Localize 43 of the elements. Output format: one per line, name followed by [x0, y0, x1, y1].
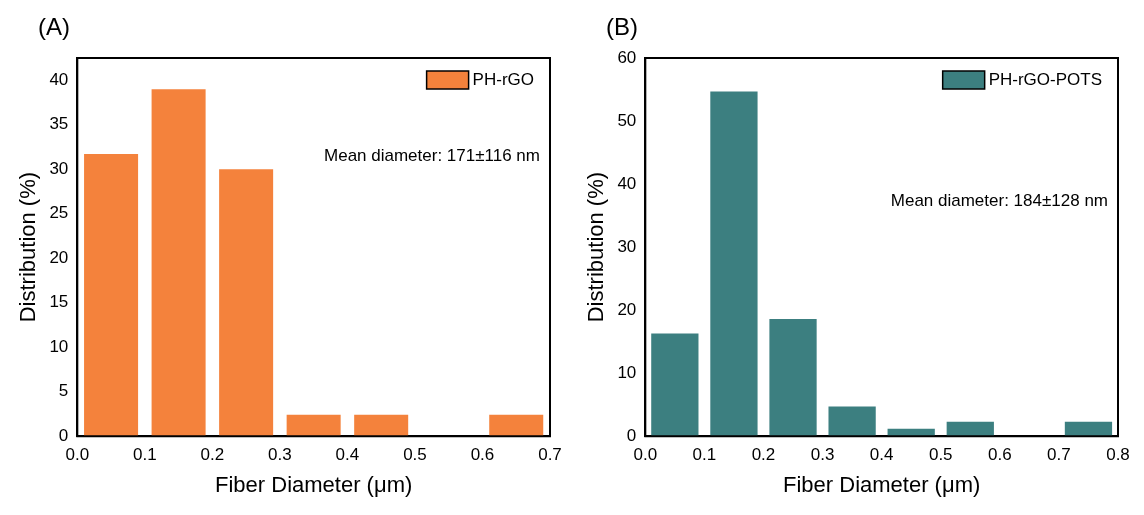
chart-title: (B): [606, 12, 638, 40]
y-tick-label: 10: [617, 362, 637, 382]
y-tick-label: 15: [49, 292, 69, 312]
legend-label: PH-rGO-POTS: [988, 69, 1103, 89]
x-tick-label: 0.4: [869, 445, 894, 465]
y-tick-label: 20: [49, 247, 69, 267]
x-tick-label: 0.4: [335, 445, 360, 465]
y-tick-label: 50: [617, 110, 637, 130]
y-tick-label: 0: [626, 425, 637, 445]
y-axis-title: Distribution (%): [15, 171, 41, 323]
x-tick-label: 0.5: [928, 445, 953, 465]
annotation: Mean diameter: 184±128 nm: [890, 191, 1108, 211]
chart-title: (A): [38, 12, 70, 40]
y-tick-label: 20: [617, 299, 637, 319]
x-tick-label: 0.7: [538, 445, 562, 465]
y-tick-label: 35: [49, 114, 69, 134]
x-tick-label: 0.0: [633, 445, 658, 465]
y-tick-label: 0: [58, 425, 69, 445]
x-tick-label: 0.6: [988, 445, 1012, 465]
y-tick-label: 5: [58, 381, 69, 401]
y-tick-label: 30: [49, 158, 69, 178]
y-tick-label: 40: [49, 69, 69, 89]
y-tick-label: 40: [617, 173, 637, 193]
y-tick-label: 30: [617, 236, 637, 256]
y-tick-label: 60: [617, 47, 637, 67]
y-tick-label: 25: [49, 203, 69, 223]
y-axis-title: Distribution (%): [583, 171, 609, 323]
x-tick-label: 0.2: [200, 445, 225, 465]
x-tick-label: 0.1: [133, 445, 157, 465]
x-tick-label: 0.2: [751, 445, 776, 465]
x-tick-label: 0.8: [1106, 445, 1130, 465]
x-tick-label: 0.6: [470, 445, 495, 465]
x-tick-label: 0.3: [268, 445, 292, 465]
x-axis-title: Fiber Diameter (μm): [215, 471, 413, 497]
x-tick-label: 0.3: [810, 445, 835, 465]
x-axis-title: Fiber Diameter (μm): [783, 471, 981, 497]
x-tick-label: 0.1: [692, 445, 717, 465]
x-tick-label: 0.7: [1047, 445, 1071, 465]
x-tick-label: 0.5: [403, 445, 427, 465]
annotation: Mean diameter: 171±116 nm: [324, 146, 540, 166]
legend-label: PH-rGO: [472, 69, 535, 89]
x-tick-label: 0.0: [65, 445, 90, 465]
y-tick-label: 10: [49, 336, 69, 356]
